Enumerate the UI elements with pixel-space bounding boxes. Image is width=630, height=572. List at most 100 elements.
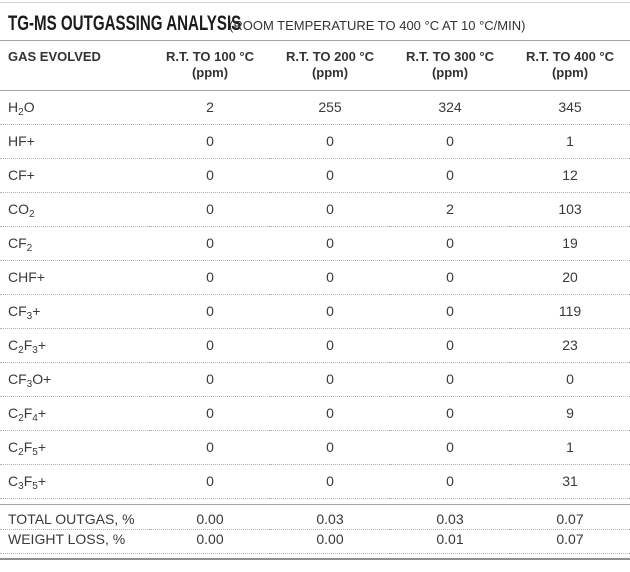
summary-value-cell: 0.00 — [150, 504, 270, 530]
value-cell: 0 — [270, 192, 390, 227]
section-header: TG-MS OUTGASSING ANALYSIS (ROOM TEMPERAT… — [0, 3, 630, 40]
value-cell: 0 — [150, 328, 270, 363]
gas-row: CF3+ 0 0 0 119 — [0, 294, 630, 329]
value-cell: 1 — [510, 430, 630, 465]
value-cell: 0 — [270, 362, 390, 397]
summary-value-cell: 0.03 — [270, 504, 390, 530]
value-cell: 0 — [390, 362, 510, 397]
value-cell: 0 — [270, 464, 390, 499]
gas-row: CF2 0 0 0 19 — [0, 226, 630, 261]
top-rule — [0, 2, 630, 3]
gas-name-cell: C2F5+ — [0, 430, 150, 465]
value-cell: 0 — [390, 464, 510, 499]
gas-name-cell: CF3O+ — [0, 362, 150, 397]
value-cell: 103 — [510, 192, 630, 227]
value-cell: 0 — [270, 124, 390, 159]
gas-name-cell: C2F3+ — [0, 328, 150, 363]
value-cell: 0 — [270, 396, 390, 431]
gas-name-cell: HF+ — [0, 124, 150, 159]
value-cell: 0 — [270, 226, 390, 261]
gas-rows-body: H2O 2 255 324 345 HF+ 0 0 0 1 CF+ 0 0 0 12 CO2 0 0 2 103 CF2… — [0, 90, 630, 499]
value-cell: 9 — [510, 396, 630, 431]
value-cell: 23 — [510, 328, 630, 363]
section-subtitle: (ROOM TEMPERATURE TO 400 °C AT 10 °C/MIN… — [229, 18, 526, 33]
value-cell: 0 — [390, 260, 510, 295]
column-header: R.T. TO 200 °C (ppm) — [270, 40, 390, 91]
summary-value-cell: 0.00 — [270, 529, 390, 554]
summary-value-cell: 0.07 — [510, 504, 630, 530]
gas-name-cell: CF3+ — [0, 294, 150, 329]
value-cell: 2 — [390, 192, 510, 227]
value-cell: 324 — [390, 90, 510, 125]
value-cell: 0 — [150, 396, 270, 431]
value-cell: 0 — [150, 362, 270, 397]
value-cell: 0 — [390, 294, 510, 329]
value-cell: 0 — [270, 328, 390, 363]
value-cell: 0 — [390, 124, 510, 159]
value-cell: 0 — [150, 430, 270, 465]
value-cell: 0 — [390, 226, 510, 261]
gas-row: CF+ 0 0 0 12 — [0, 158, 630, 193]
value-cell: 255 — [270, 90, 390, 125]
summary-body: TOTAL OUTGAS, % 0.00 0.03 0.03 0.07 WEIGHT LO… — [0, 504, 630, 554]
value-cell: 0 — [270, 158, 390, 193]
gas-row: C2F3+ 0 0 0 23 — [0, 328, 630, 363]
gas-row: CF3O+ 0 0 0 0 — [0, 362, 630, 397]
gas-name-cell: CHF+ — [0, 260, 150, 295]
value-cell: 0 — [150, 226, 270, 261]
gas-row: C2F5+ 0 0 0 1 — [0, 430, 630, 465]
summary-value-cell: 0.01 — [390, 529, 510, 554]
summary-table: TOTAL OUTGAS, % 0.00 0.03 0.03 0.07 WEIGHT LO… — [0, 504, 630, 554]
gas-name-cell: CO2 — [0, 192, 150, 227]
value-cell: 12 — [510, 158, 630, 193]
value-cell: 0 — [150, 294, 270, 329]
value-cell: 0 — [390, 430, 510, 465]
value-cell: 0 — [150, 124, 270, 159]
value-cell: 31 — [510, 464, 630, 499]
gas-row: CO2 0 0 2 103 — [0, 192, 630, 227]
gas-name-cell: C3F5+ — [0, 464, 150, 499]
summary-value-cell: 0.00 — [150, 529, 270, 554]
table-header: GAS EVOLVED R.T. TO 100 °C (ppm) R.T. TO 2… — [0, 40, 630, 91]
summary-label-cell: WEIGHT LOSS, % — [0, 529, 150, 554]
value-cell: 19 — [510, 226, 630, 261]
column-header: R.T. TO 100 °C (ppm) — [150, 40, 270, 91]
column-header: R.T. TO 400 °C (ppm) — [510, 40, 630, 91]
value-cell: 0 — [270, 294, 390, 329]
gas-row: C2F4+ 0 0 0 9 — [0, 396, 630, 431]
gas-row: H2O 2 255 324 345 — [0, 90, 630, 125]
value-cell: 2 — [150, 90, 270, 125]
value-cell: 345 — [510, 90, 630, 125]
gas-name-cell: CF2 — [0, 226, 150, 261]
value-cell: 0 — [270, 430, 390, 465]
gas-row: HF+ 0 0 0 1 — [0, 124, 630, 159]
summary-label-cell: TOTAL OUTGAS, % — [0, 504, 150, 530]
summary-row: WEIGHT LOSS, % 0.00 0.00 0.01 0.07 — [0, 529, 630, 554]
column-header: R.T. TO 300 °C (ppm) — [390, 40, 510, 91]
gas-name-cell: CF+ — [0, 158, 150, 193]
value-cell: 0 — [150, 158, 270, 193]
value-cell: 0 — [150, 192, 270, 227]
summary-value-cell: 0.07 — [510, 529, 630, 554]
summary-value-cell: 0.03 — [390, 504, 510, 530]
value-cell: 1 — [510, 124, 630, 159]
gas-row: C3F5+ 0 0 0 31 — [0, 464, 630, 499]
section-title: TG-MS OUTGASSING ANALYSIS — [8, 12, 242, 35]
gas-name-cell: C2F4+ — [0, 396, 150, 431]
outgassing-table: GAS EVOLVED R.T. TO 100 °C (ppm) R.T. TO 2… — [0, 40, 630, 499]
gas-name-cell: H2O — [0, 90, 150, 125]
value-cell: 0 — [150, 260, 270, 295]
gas-column-header: GAS EVOLVED — [0, 40, 150, 91]
value-cell: 0 — [390, 158, 510, 193]
value-cell: 0 — [390, 328, 510, 363]
value-cell: 0 — [150, 464, 270, 499]
value-cell: 119 — [510, 294, 630, 329]
value-cell: 0 — [390, 396, 510, 431]
value-cell: 0 — [510, 362, 630, 397]
column-headers-row: GAS EVOLVED R.T. TO 100 °C (ppm) R.T. TO 2… — [0, 40, 630, 91]
value-cell: 20 — [510, 260, 630, 295]
bottom-rule — [0, 558, 630, 560]
gas-row: CHF+ 0 0 0 20 — [0, 260, 630, 295]
summary-row: TOTAL OUTGAS, % 0.00 0.03 0.03 0.07 — [0, 504, 630, 530]
